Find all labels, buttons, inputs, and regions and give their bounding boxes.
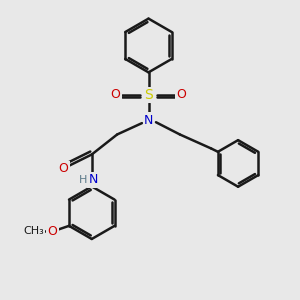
Text: N: N (88, 173, 98, 186)
Text: O: O (48, 225, 58, 238)
Text: O: O (176, 88, 186, 101)
Text: H: H (79, 175, 88, 185)
Text: O: O (58, 162, 68, 175)
Text: CH₃: CH₃ (24, 226, 44, 236)
Text: S: S (144, 88, 153, 102)
Text: N: N (144, 114, 153, 127)
Text: O: O (111, 88, 121, 101)
